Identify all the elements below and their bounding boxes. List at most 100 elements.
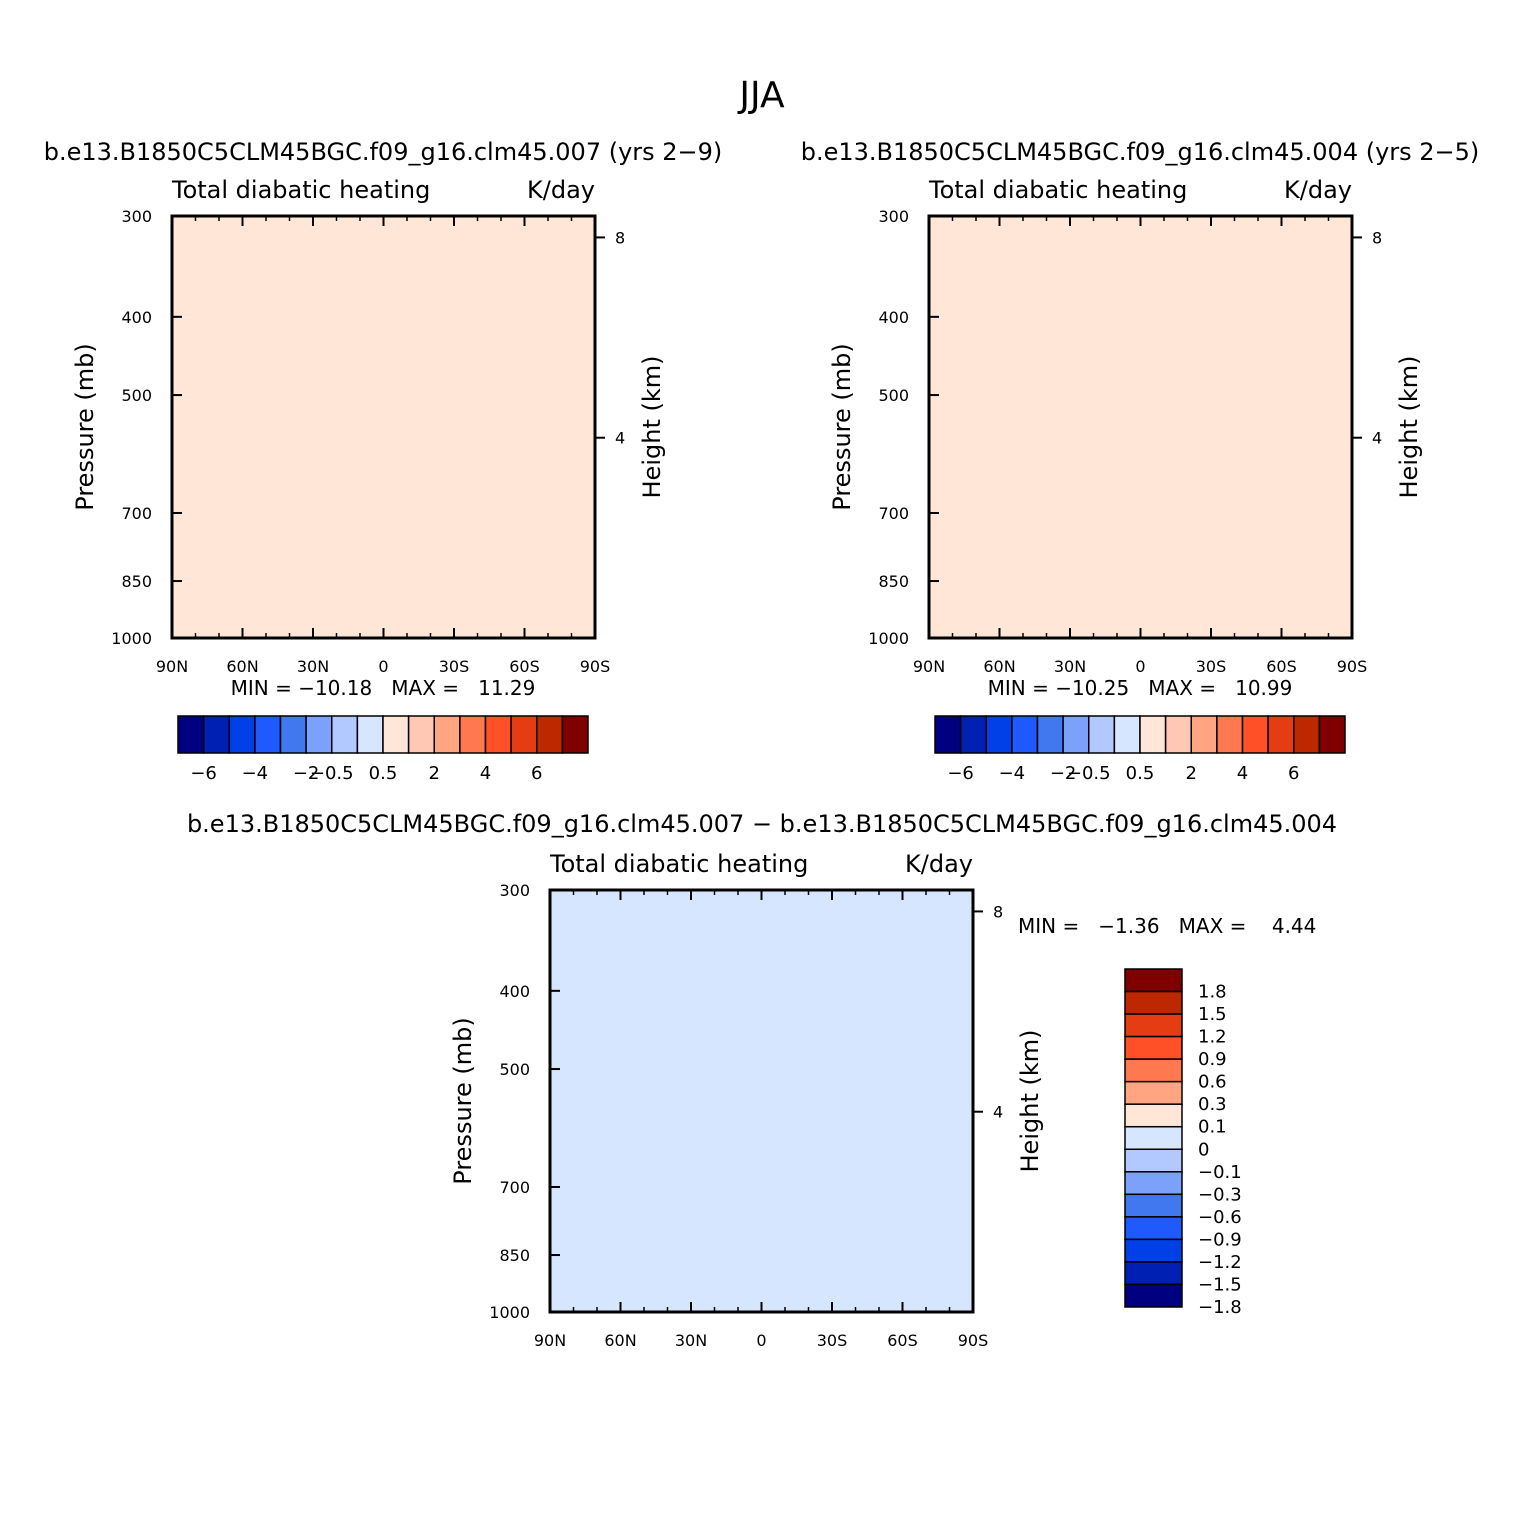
colorbar-box — [1124, 1148, 1183, 1173]
y-tick-label: 700 — [121, 504, 152, 523]
colorbar-label: −0.1 — [1198, 1162, 1242, 1183]
colorbar-label: −2 — [1050, 763, 1077, 784]
plot-background — [172, 216, 595, 638]
colorbar-box — [1124, 1013, 1183, 1038]
colorbar-box — [1318, 715, 1346, 754]
panel-1-left-string: Total diabatic heating — [171, 176, 430, 204]
y-tick-label: 500 — [878, 386, 909, 405]
x-tick-label: 0 — [1135, 657, 1145, 676]
panel-1-units: K/day — [527, 176, 595, 204]
colorbar-box — [279, 715, 307, 754]
x-tick-label: 60N — [604, 1331, 636, 1350]
colorbar-box — [985, 715, 1013, 754]
colorbar-box — [1124, 1238, 1183, 1263]
colorbar-box — [561, 715, 589, 754]
colorbar-box — [1124, 1283, 1183, 1308]
plot-background — [929, 216, 1352, 638]
colorbar-box — [1124, 1080, 1183, 1105]
colorbar-label: 1.2 — [1198, 1027, 1227, 1048]
panel-2-colorbar: −6 −4 −2−0.5 0.5 2 4 6 — [934, 715, 1346, 784]
panel-1-min-max: MIN = −10.18 MAX = 11.29 — [231, 676, 536, 700]
x-tick-label: 30S — [1196, 657, 1227, 676]
colorbar-box — [1241, 715, 1269, 754]
y-tick-label: 400 — [499, 982, 530, 1001]
colorbar-box — [1139, 715, 1167, 754]
x-tick-label: 90N — [913, 657, 945, 676]
colorbar-label: 6 — [1288, 763, 1299, 784]
colorbar-label: −6 — [190, 763, 217, 784]
colorbar-box — [484, 715, 512, 754]
colorbar-label: 6 — [531, 763, 542, 784]
colorbar-label: 4 — [480, 763, 491, 784]
y-tick-label: 400 — [121, 308, 152, 327]
colorbar-box — [1124, 968, 1183, 993]
colorbar-box — [1011, 715, 1039, 754]
colorbar-box — [1124, 1171, 1183, 1196]
x-tick-label: 30N — [297, 657, 329, 676]
panel-3-min-max: MIN = −1.36 MAX = 4.44 — [1018, 914, 1316, 938]
colorbar-label: 2 — [1186, 763, 1197, 784]
panel-3-colorbar: 1.81.51.20.90.60.30.10−0.1−0.3−0.6−0.9−1… — [1124, 968, 1242, 1318]
colorbar-label: 0.5 — [369, 763, 398, 784]
colorbar-box — [959, 715, 987, 754]
colorbar-label: 0.1 — [1198, 1117, 1227, 1138]
colorbar-box — [356, 715, 384, 754]
x-tick-label: 60S — [887, 1331, 918, 1350]
colorbar-box — [1036, 715, 1064, 754]
colorbar-label: −1.8 — [1198, 1297, 1242, 1318]
panel-1-y2-label: Height (km) — [638, 356, 666, 499]
y-tick-label: 1000 — [111, 629, 152, 648]
panel-3-left-string: Total diabatic heating — [549, 850, 808, 878]
colorbar-box — [1164, 715, 1192, 754]
x-tick-label: 0 — [756, 1331, 766, 1350]
colorbar-box — [1216, 715, 1244, 754]
colorbar-box — [1124, 1058, 1183, 1083]
colorbar-box — [305, 715, 333, 754]
colorbar-box — [1124, 1216, 1183, 1241]
panel-3-y-label: Pressure (mb) — [449, 1017, 477, 1184]
y-tick-label: 500 — [121, 386, 152, 405]
colorbar-box — [331, 715, 359, 754]
colorbar-label: 0.6 — [1198, 1072, 1227, 1093]
x-tick-label: 30S — [439, 657, 470, 676]
colorbar-box — [1113, 715, 1141, 754]
colorbar-label: 0.5 — [1126, 763, 1155, 784]
x-tick-label: 0 — [378, 657, 388, 676]
colorbar-label: 1.5 — [1198, 1004, 1227, 1025]
y-tick-label: 700 — [878, 504, 909, 523]
colorbar-box — [1293, 715, 1321, 754]
colorbar-label: −0.6 — [1198, 1207, 1242, 1228]
colorbar-box — [254, 715, 282, 754]
season-title: JJA — [737, 75, 785, 116]
y2-tick-label: 8 — [993, 902, 1003, 921]
panel-2-y-label: Pressure (mb) — [828, 343, 856, 510]
x-tick-label: 90S — [958, 1331, 989, 1350]
x-tick-label: 90S — [580, 657, 611, 676]
colorbar-label: −2 — [293, 763, 320, 784]
panel-2-units: K/day — [1284, 176, 1352, 204]
panel-3-units: K/day — [905, 850, 973, 878]
colorbar-box — [382, 715, 410, 754]
colorbar-box — [407, 715, 435, 754]
colorbar-label: 0.9 — [1198, 1049, 1227, 1070]
colorbar-box — [202, 715, 230, 754]
colorbar-box — [536, 715, 564, 754]
colorbar-label: −1.5 — [1198, 1274, 1242, 1295]
panel-1-case-title: b.e13.B1850C5CLM45BGC.f09_g16.clm45.007 … — [44, 138, 723, 166]
y-tick-label: 300 — [499, 881, 530, 900]
colorbar-box — [1267, 715, 1295, 754]
colorbar-box — [1062, 715, 1090, 754]
panel-3-case-title: b.e13.B1850C5CLM45BGC.f09_g16.clm45.007 … — [187, 810, 1337, 838]
y-tick-label: 1000 — [868, 629, 909, 648]
colorbar-box — [1124, 1261, 1183, 1286]
colorbar-label: 1.8 — [1198, 982, 1227, 1003]
y-tick-label: 1000 — [489, 1303, 530, 1322]
x-tick-label: 30N — [1054, 657, 1086, 676]
colorbar-label: −4 — [999, 763, 1026, 784]
panel-2-min-max: MIN = −10.25 MAX = 10.99 — [988, 676, 1293, 700]
colorbar-label: −1.2 — [1198, 1252, 1242, 1273]
y-tick-label: 300 — [878, 207, 909, 226]
colorbar-box — [459, 715, 487, 754]
colorbar-box — [1190, 715, 1218, 754]
